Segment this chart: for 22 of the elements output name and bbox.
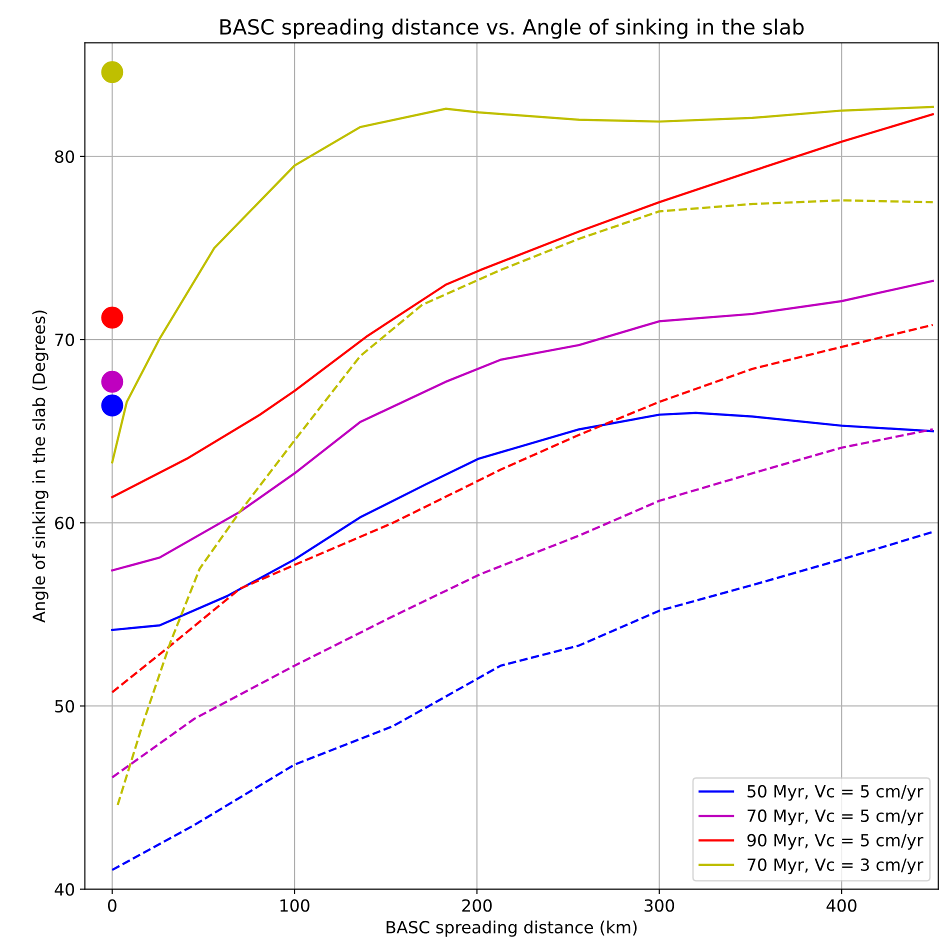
line-series xyxy=(111,280,934,572)
line-series xyxy=(111,324,934,694)
y-tick-label: 40 xyxy=(54,883,74,896)
line-series xyxy=(116,199,934,806)
x-tick-label: 400 xyxy=(826,899,856,912)
line-series xyxy=(111,428,934,779)
y-tick-label: 70 xyxy=(55,334,74,346)
y-tick-label: 50 xyxy=(55,700,74,713)
legend-label: 70 Myr, Vc = 3 cm/yr xyxy=(748,858,924,874)
x-tick-label: 200 xyxy=(462,899,492,912)
x-tick-label: 0 xyxy=(108,899,116,912)
y-tick-label: 60 xyxy=(55,516,74,530)
legend-label: 70 Myr, Vc = 5 cm/yr xyxy=(748,809,924,826)
legend-label: 90 Myr, Vc = 5 cm/yr xyxy=(747,834,924,850)
line-series xyxy=(111,412,934,632)
x-axis-title: BASC spreading distance (km) xyxy=(386,920,637,937)
x-tick-label: 100 xyxy=(280,899,310,912)
x-tick-label: 300 xyxy=(644,899,674,912)
chart-title: BASC spreading distance vs. Angle of sinking in the slab xyxy=(220,18,804,39)
y-tick-label: 80 xyxy=(55,150,74,163)
y-axis-title: Angle of sinking in the slab (Degrees) xyxy=(32,310,48,623)
legend-label: 50 Myr, Vc = 5 cm/yr xyxy=(748,784,924,801)
